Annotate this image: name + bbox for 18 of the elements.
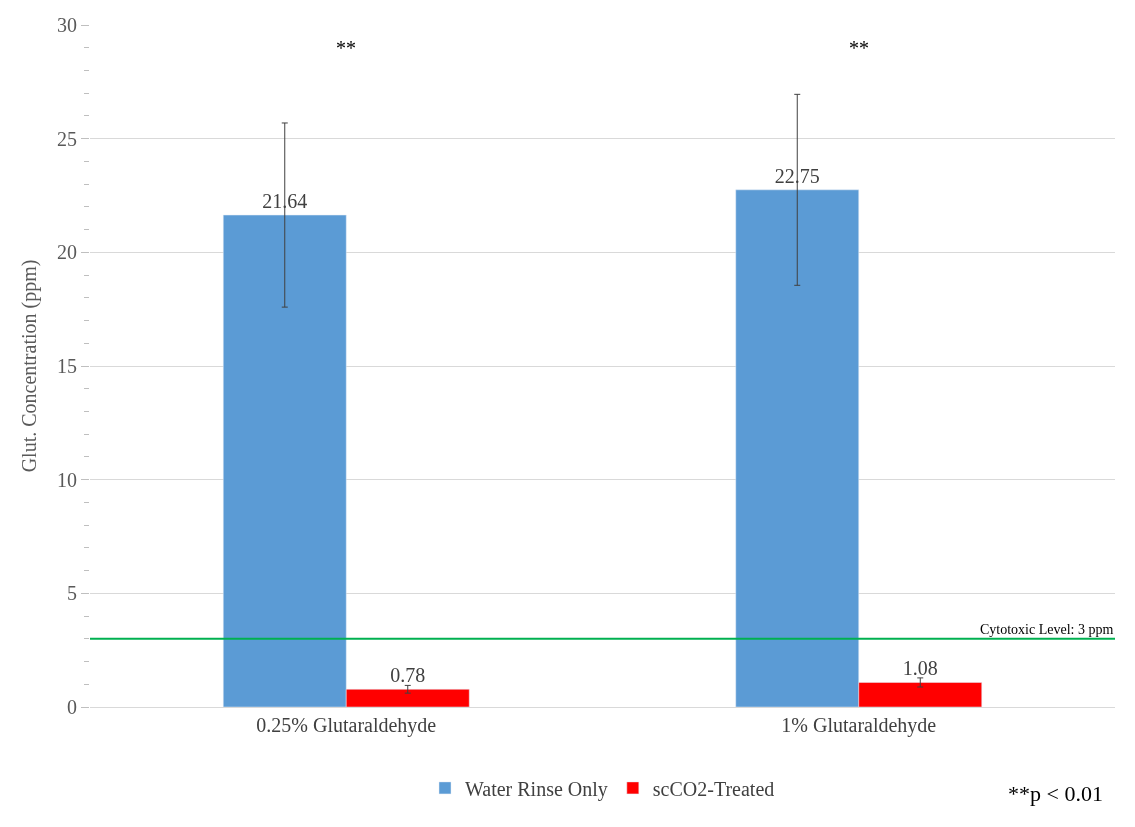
data-label: 0.78 bbox=[390, 664, 426, 687]
y-tick-label: 10 bbox=[57, 468, 77, 491]
y-tick-label: 5 bbox=[67, 582, 77, 605]
data-label: 1.08 bbox=[902, 657, 938, 680]
annotation: ** bbox=[336, 37, 356, 59]
x-tick-label: 1% Glutaraldehyde bbox=[781, 714, 937, 737]
x-tick-label: 0.25% Glutaraldehyde bbox=[256, 714, 437, 737]
y-tick-label: 25 bbox=[57, 127, 77, 150]
y-tick-label: 15 bbox=[57, 355, 77, 377]
text: **p < 0.01 bbox=[1008, 781, 1103, 806]
y-axis-title: Glut. Concentration (ppm) bbox=[17, 259, 41, 473]
legend-label: scCO2-Treated bbox=[652, 777, 775, 800]
legend-label: Water Rinse Only bbox=[465, 777, 608, 801]
y-tick-label: 0 bbox=[67, 696, 77, 718]
y-tick-label: 20 bbox=[57, 241, 77, 264]
y-tick-label: 30 bbox=[57, 14, 77, 36]
ref-line-label: Cytotoxic Level: 3 ppm bbox=[980, 622, 1114, 637]
annotation: ** bbox=[849, 37, 869, 59]
